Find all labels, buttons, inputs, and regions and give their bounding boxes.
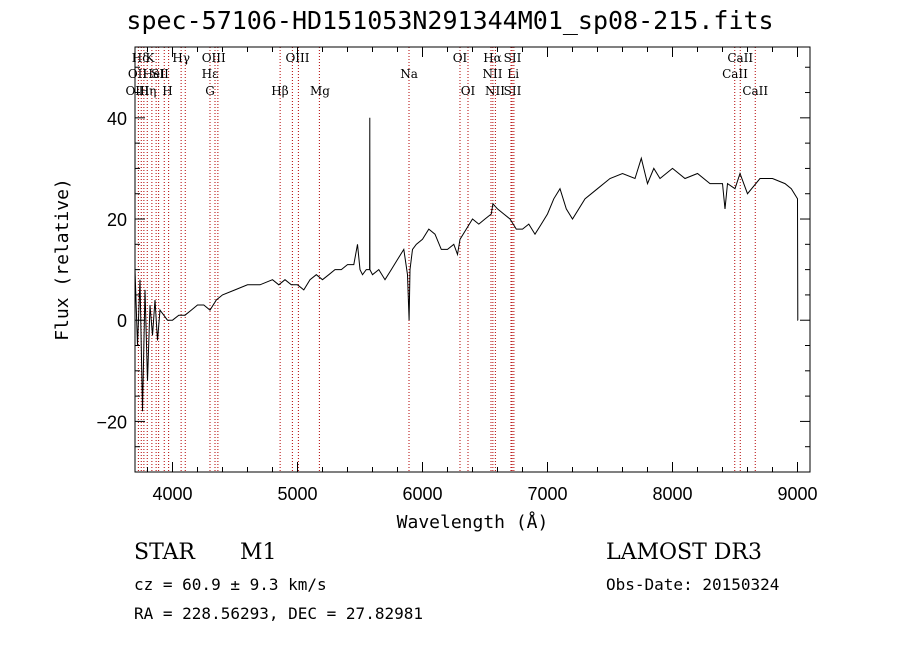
line-label: OIII <box>125 84 149 98</box>
line-label: SII <box>151 67 169 81</box>
spectral-subclass: M1 <box>240 540 277 565</box>
x-tick-label: 8000 <box>652 484 692 504</box>
y-tick-label: 40 <box>107 109 127 129</box>
line-label: NII <box>483 67 503 81</box>
line-label: Hβ <box>271 84 288 98</box>
plot-axes: 4000 5000 6000 7000 8000 9000 −20 0 20 40 Waveleng… <box>52 46 818 533</box>
line-label: Li <box>507 67 519 81</box>
y-tick-label: 20 <box>107 210 127 230</box>
spectrum-line <box>134 117 799 412</box>
line-label: K <box>146 51 156 65</box>
x-tick-label: 7000 <box>527 484 567 504</box>
line-label: Na <box>400 67 418 81</box>
x-tick-label: 6000 <box>402 484 442 504</box>
line-label: HeI <box>143 67 166 81</box>
line-label: CaII <box>727 51 753 65</box>
line-label: CaII <box>722 67 748 81</box>
line-label: Hγ <box>172 51 190 65</box>
line-label: Hη <box>139 84 157 98</box>
line-label: SII <box>504 51 522 65</box>
coordinates-readout: RA = 228.56293, DEC = 27.82981 <box>134 604 423 623</box>
y-axis-label: Flux (relative) <box>52 178 73 341</box>
observation-date: Obs-Date: 20150324 <box>606 575 780 594</box>
line-label: SII <box>504 84 522 98</box>
survey-name: LAMOST DR3 <box>606 540 762 565</box>
redshift-readout: cz = 60.9 ± 9.3 km/s <box>134 575 327 594</box>
emission-line-markers <box>137 47 756 472</box>
line-label: Hα <box>483 51 502 65</box>
object-class: STAR <box>134 540 195 565</box>
line-label: NII <box>485 84 505 98</box>
chart-title: spec-57106-HD151053N291344M01_sp08-215.f… <box>126 6 774 35</box>
line-label: OIII <box>202 51 226 65</box>
x-tick-label: 9000 <box>777 484 817 504</box>
y-tick-label: −20 <box>96 412 127 432</box>
line-label: Hε <box>202 67 219 81</box>
line-label: H <box>162 84 172 98</box>
line-label: OII <box>128 67 148 81</box>
line-label: Hδ <box>132 51 150 65</box>
x-axis-label: Wavelength (Å) <box>397 511 549 533</box>
plot-frame <box>134 46 811 473</box>
x-tick-label: 5000 <box>277 484 317 504</box>
line-label: Mg <box>310 84 330 98</box>
line-label: G <box>205 84 215 98</box>
line-label: OI <box>453 51 468 65</box>
line-label: OI <box>461 84 476 98</box>
y-tick-label: 0 <box>117 311 127 331</box>
line-label: OIII <box>285 51 309 65</box>
line-label: CaII <box>742 84 768 98</box>
x-tick-label: 4000 <box>152 484 192 504</box>
spectrum-series <box>134 117 799 412</box>
